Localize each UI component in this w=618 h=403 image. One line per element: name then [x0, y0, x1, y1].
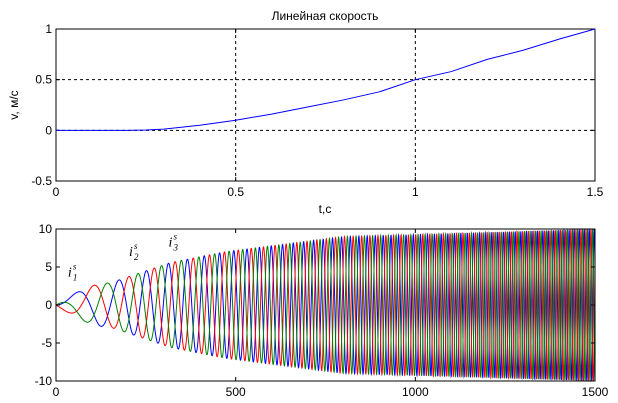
x-tick-label: 500 — [226, 385, 246, 399]
x-tick-label: 0 — [53, 385, 60, 399]
velocity-plot-title: Линейная скорость — [272, 9, 379, 23]
x-tick-label: 1000 — [402, 385, 429, 399]
y-tick-label: -0.5 — [31, 174, 52, 188]
y-tick-label: -5 — [41, 336, 52, 350]
annotation-superscript: s — [73, 262, 77, 272]
currents-plot-ticks: 0 500 1000 1500 -10 -5 0 5 10 — [35, 222, 609, 399]
velocity-plot-ylabel: v, м/c — [7, 90, 21, 119]
velocity-plot-ticks: 0 0.5 1 1.5-0.500.51 — [31, 22, 603, 199]
x-tick-label: 1500 — [582, 385, 609, 399]
current-series-line-3 — [55, 229, 596, 383]
annotation-superscript: s — [174, 231, 178, 241]
annotation-symbol: i — [68, 266, 72, 281]
current-series-line-1 — [56, 228, 596, 381]
x-tick-label: 1.5 — [587, 185, 604, 199]
x-tick-label: 1 — [412, 185, 419, 199]
velocity-series-line — [56, 28, 596, 131]
annotation-symbol: i — [169, 235, 173, 250]
x-tick-label: 0 — [53, 185, 60, 199]
series-annotation: i s1 — [68, 262, 78, 283]
velocity-plot-xlabel: t,c — [319, 202, 332, 216]
annotation-subscript: 2 — [134, 252, 139, 262]
series-annotation: i s2 — [129, 241, 139, 262]
velocity-plot-frame — [55, 28, 596, 182]
velocity-plot: Линейная скорость 0 0.5 1 1.5-0.500.51 t,c … — [7, 9, 604, 216]
annotation-symbol: i — [129, 245, 133, 260]
y-tick-label: 0 — [45, 123, 52, 137]
current-series-line-2 — [55, 229, 596, 383]
y-tick-label: -10 — [35, 374, 53, 388]
series-annotation: i s3 — [169, 231, 179, 252]
currents-series-lines — [55, 228, 596, 383]
annotation-subscript: 3 — [173, 242, 179, 252]
y-tick-label: 10 — [39, 222, 53, 236]
velocity-plot-grid — [56, 29, 595, 181]
y-tick-label: 0 — [45, 298, 52, 312]
annotation-superscript: s — [134, 241, 138, 251]
x-tick-label: 0.5 — [227, 185, 244, 199]
y-tick-label: 0.5 — [35, 73, 52, 87]
currents-annotations: i s1i s2i s3 — [68, 231, 179, 282]
y-tick-label: 1 — [45, 22, 52, 36]
y-tick-label: 5 — [45, 260, 52, 274]
annotation-subscript: 1 — [73, 273, 78, 283]
